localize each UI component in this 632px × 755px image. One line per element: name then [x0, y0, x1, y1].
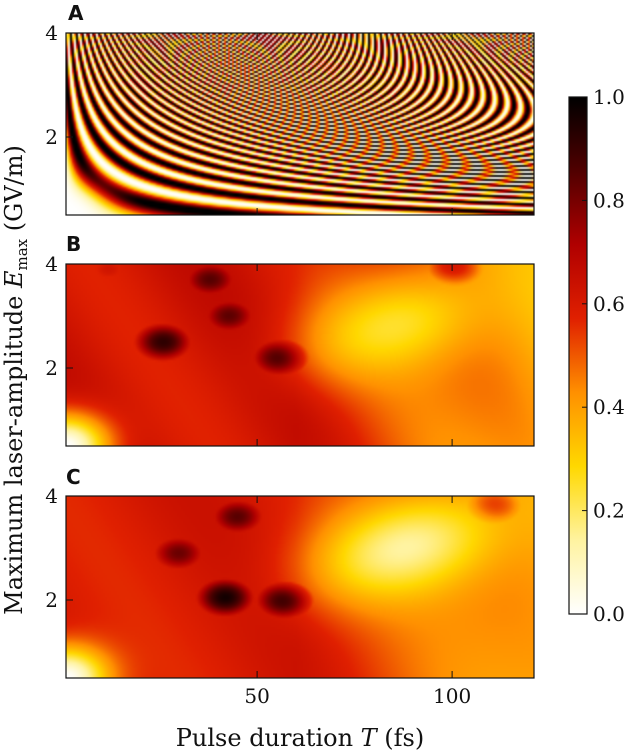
panel-label-c: C [66, 465, 81, 489]
colorbar-tick-label: 0.8 [593, 188, 625, 212]
x-axis-label-var: T [361, 724, 379, 752]
colorbar-tick-label: 0.2 [593, 499, 625, 523]
heatmap-a [66, 33, 534, 215]
y-axis-label-suffix: (GV/m) [0, 145, 28, 239]
x-tick-label: 50 [244, 684, 269, 708]
colorbar: 1.0 0.8 0.6 0.4 0.2 0.0 [568, 85, 625, 626]
ticks-c: 24 [45, 484, 453, 678]
y-axis-label-prefix: Maximum laser-amplitude [0, 288, 28, 615]
colorbar-frame [568, 96, 588, 615]
x-tick-labels: 50 100 [244, 684, 471, 708]
heatmap-c [66, 496, 534, 678]
colorbar-ticks: 1.0 0.8 0.6 0.4 0.2 0.0 [582, 85, 625, 626]
colorbar-tick-label: 0.4 [593, 395, 625, 419]
y-tick-label: 2 [45, 125, 58, 149]
y-tick-label: 4 [45, 21, 58, 45]
panel-c: C 24 [45, 465, 535, 679]
panel-a: A 24 [45, 1, 535, 216]
colorbar-tick-label: 0.6 [593, 292, 625, 316]
y-tick-label: 2 [45, 588, 58, 612]
panel-label-a: A [68, 1, 84, 25]
x-tick-label: 100 [433, 684, 471, 708]
y-tick-label: 4 [45, 484, 58, 508]
panel-b: B 24 [45, 232, 535, 447]
heatmap-b [66, 264, 534, 446]
y-axis-label-sub: max [13, 238, 31, 270]
colorbar-gradient [569, 97, 587, 614]
panel-label-b: B [66, 232, 81, 256]
x-axis-label-prefix: Pulse duration [176, 724, 361, 752]
ticks-b: 24 [45, 252, 453, 446]
colorbar-tick-label: 0.0 [593, 602, 625, 626]
ticks-a: 24 [45, 21, 453, 215]
frame-a [65, 32, 535, 216]
x-axis-label-suffix: (fs) [377, 724, 425, 752]
y-axis-label: Maximum laser-amplitude Emax (GV/m) [0, 145, 31, 615]
colorbar-tick-label: 1.0 [593, 85, 625, 109]
y-axis-label-var: E [0, 270, 28, 289]
frame-c [65, 495, 535, 679]
frame-b [65, 263, 535, 447]
y-tick-label: 2 [45, 356, 58, 380]
y-tick-label: 4 [45, 252, 58, 276]
x-axis-label: Pulse duration T (fs) [176, 724, 424, 752]
